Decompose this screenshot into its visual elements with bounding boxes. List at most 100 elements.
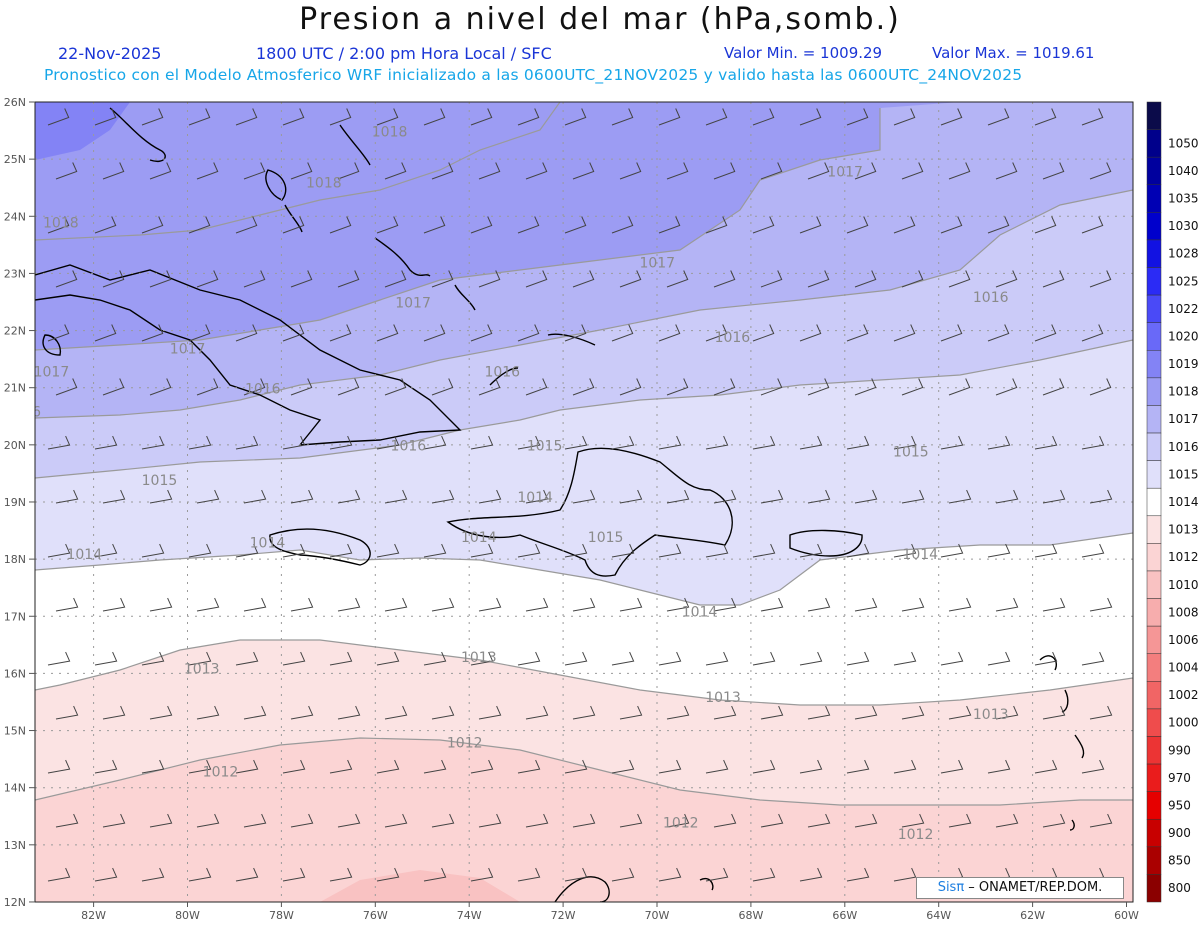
wind-barb xyxy=(846,216,869,234)
wind-barb xyxy=(478,705,502,720)
contour-label-1013: 1013 xyxy=(461,650,497,666)
wind-barb xyxy=(517,867,541,882)
wind-barb xyxy=(1034,435,1058,450)
wind-barb xyxy=(470,543,494,558)
wind-barb xyxy=(517,543,541,558)
wind-barb xyxy=(799,324,822,342)
colorbar-label-1006: 1006 xyxy=(1168,633,1199,647)
wind-barb xyxy=(987,759,1011,774)
wind-barb xyxy=(376,867,400,882)
forecast-date: 22-Nov-2025 xyxy=(58,44,162,63)
contour-label-1018: 1018 xyxy=(372,124,408,140)
wind-barb xyxy=(1081,435,1105,450)
wind-barb xyxy=(948,162,971,180)
wind-barb xyxy=(329,651,353,666)
wind-barb xyxy=(893,216,916,234)
wind-barb xyxy=(196,270,219,288)
wind-barb xyxy=(376,543,400,558)
wind-barb xyxy=(47,108,70,126)
wind-barb xyxy=(282,108,305,126)
wind-barb xyxy=(384,270,407,288)
wind-barb xyxy=(94,543,118,558)
wind-barb xyxy=(94,759,118,774)
wind-barb xyxy=(337,705,361,720)
wind-barb xyxy=(619,597,643,612)
wind-barb xyxy=(799,108,822,126)
wind-barb xyxy=(431,162,454,180)
wind-barb xyxy=(901,378,924,396)
wind-barb xyxy=(752,216,775,234)
wind-barb xyxy=(666,162,689,180)
lon-label-70w: 70W xyxy=(645,909,670,922)
wind-barb xyxy=(987,108,1010,126)
wind-barb xyxy=(525,597,549,612)
lat-label-16n: 16N xyxy=(4,667,26,680)
wind-barb xyxy=(337,378,360,396)
contour-label-1017: 1017 xyxy=(395,296,431,312)
wind-barb xyxy=(807,705,831,720)
contour-label-1018: 1018 xyxy=(306,176,342,192)
contour-label-1016: 1016 xyxy=(715,330,751,346)
wind-barb xyxy=(384,378,407,396)
wind-barb xyxy=(705,108,728,126)
lat-label-24n: 24N xyxy=(4,210,26,223)
wind-barb xyxy=(102,270,125,288)
colorbar-label-1012: 1012 xyxy=(1168,550,1199,564)
wind-barb xyxy=(243,813,267,828)
wind-barb xyxy=(611,759,635,774)
wind-barb xyxy=(384,813,408,828)
wind-barb xyxy=(55,162,78,180)
wind-barb xyxy=(337,162,360,180)
wind-barb xyxy=(188,759,212,774)
lat-label-18n: 18N xyxy=(4,553,26,566)
wind-barb xyxy=(752,435,776,450)
wind-barb xyxy=(149,489,173,504)
wind-barb xyxy=(713,705,737,720)
wind-barb xyxy=(517,108,540,126)
colorbar-swatch xyxy=(1146,543,1162,572)
colorbar-label-900: 900 xyxy=(1168,826,1191,840)
wind-barb xyxy=(658,108,681,126)
wind-barb xyxy=(282,867,306,882)
wind-barb xyxy=(666,813,690,828)
wind-barb xyxy=(1089,597,1113,612)
wind-barb xyxy=(94,867,118,882)
wind-barb xyxy=(1042,489,1066,504)
colorbar-swatch xyxy=(1146,653,1162,682)
wind-barb xyxy=(666,597,690,612)
wind-barb xyxy=(47,759,71,774)
wind-barb xyxy=(376,324,399,342)
wind-barb xyxy=(564,759,588,774)
wind-barb xyxy=(141,759,165,774)
wind-barb xyxy=(235,543,259,558)
wind-barb xyxy=(752,543,776,558)
wind-barb xyxy=(235,324,258,342)
contour-label-1015: 1015 xyxy=(142,473,178,489)
wind-barb xyxy=(55,705,79,720)
wind-barb xyxy=(525,489,549,504)
wind-barb xyxy=(1081,543,1105,558)
wind-barb xyxy=(1089,378,1112,396)
wind-barb xyxy=(235,867,259,882)
wind-barb xyxy=(799,651,823,666)
wind-barb xyxy=(658,435,682,450)
wind-barb xyxy=(658,759,682,774)
wind-barb xyxy=(235,651,259,666)
wind-barb xyxy=(282,543,306,558)
wind-barb xyxy=(987,543,1011,558)
wind-barb xyxy=(893,108,916,126)
colorbar-label-800: 800 xyxy=(1168,881,1191,895)
wind-barb xyxy=(948,489,972,504)
wind-barb xyxy=(329,324,352,342)
wind-barb xyxy=(1034,543,1058,558)
map-field: 1018 1018 1018 1017 1017 1017 1017 1017 1016 1016… xyxy=(34,102,1133,902)
wind-barb xyxy=(55,270,78,288)
contour-label-1016: 1016 xyxy=(391,439,427,455)
lat-label-26n: 26N xyxy=(4,96,26,109)
colorbar-label-1010: 1010 xyxy=(1168,578,1199,592)
wind-barb xyxy=(799,435,823,450)
contour-label-1017: 1017 xyxy=(34,364,70,380)
wind-barb xyxy=(1089,270,1112,288)
wind-barb xyxy=(384,489,408,504)
wind-barb xyxy=(149,705,173,720)
